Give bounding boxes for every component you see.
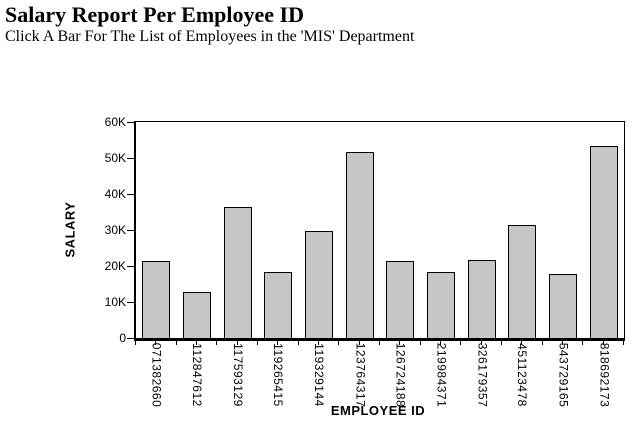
bar-543729165[interactable] — [549, 274, 577, 338]
x-axis-tick — [237, 340, 238, 345]
y-axis-tick — [127, 158, 134, 159]
plot-area — [134, 121, 625, 341]
y-axis-tick — [127, 194, 134, 195]
x-axis-tick — [562, 340, 563, 345]
bar-126724188[interactable] — [386, 261, 414, 338]
y-tick-label: 40K — [104, 187, 126, 201]
bar-071382660[interactable] — [142, 261, 170, 338]
x-axis-tick — [582, 340, 583, 345]
y-tick-label: 0 — [119, 331, 126, 345]
x-axis-tick — [257, 340, 258, 345]
x-axis-tick — [216, 340, 217, 345]
x-tick-label: 112847612 — [190, 343, 204, 407]
y-tick-label: 20K — [104, 259, 126, 273]
x-axis-tick — [196, 340, 197, 345]
y-tick-label: 10K — [104, 295, 126, 309]
x-axis-tick — [155, 340, 156, 345]
x-tick-label: 326179357 — [475, 342, 490, 408]
x-axis-tick — [298, 340, 299, 345]
x-axis-tick — [338, 340, 339, 345]
x-axis-tick — [399, 340, 400, 345]
x-tick-label: 126724188 — [393, 342, 408, 408]
y-tick-label: 50K — [104, 151, 126, 165]
x-tick-label: 119265415 — [271, 343, 285, 407]
page-subtitle: Click A Bar For The List of Employees in… — [5, 28, 415, 45]
y-tick-label: 60K — [104, 115, 126, 129]
bar-818692173[interactable] — [590, 146, 618, 338]
x-axis-tick — [542, 340, 543, 345]
x-axis-tick — [623, 340, 624, 345]
bar-117593129[interactable] — [224, 207, 252, 338]
bar-326179357[interactable] — [468, 260, 496, 338]
bar-112847612[interactable] — [183, 292, 211, 338]
x-tick-label: 543729165 — [556, 342, 571, 408]
bar-451123478[interactable] — [508, 225, 536, 338]
y-axis-tick — [127, 302, 134, 303]
x-tick-label-wrap: 818692173 — [574, 342, 634, 408]
x-axis-tick — [521, 340, 522, 345]
page-title: Salary Report Per Employee ID — [5, 2, 304, 27]
y-tick-label: 30K — [104, 223, 126, 237]
x-axis-tick — [440, 340, 441, 345]
x-axis-tick — [501, 340, 502, 345]
x-axis-tick — [176, 340, 177, 345]
x-axis-tick — [481, 340, 482, 345]
x-tick-label: 451123478 — [515, 343, 529, 407]
x-axis-tick — [460, 340, 461, 345]
x-axis-tick — [420, 340, 421, 345]
bar-219984371[interactable] — [427, 272, 455, 338]
y-axis-tick — [127, 338, 134, 339]
bar-119329144[interactable] — [305, 231, 333, 338]
x-axis-tick — [318, 340, 319, 345]
x-tick-label: 818692173 — [597, 342, 612, 408]
x-tick-label: 219984371 — [434, 342, 449, 408]
x-axis-tick — [135, 340, 136, 345]
x-tick-label: 119329144 — [312, 343, 326, 407]
x-tick-label: 123764317 — [353, 342, 368, 408]
x-axis-tick — [359, 340, 360, 345]
x-axis-tick — [277, 340, 278, 345]
x-tick-label: 117593129 — [231, 343, 245, 407]
y-axis-tick — [127, 122, 134, 123]
x-axis-tick — [603, 340, 604, 345]
y-axis-tick — [127, 230, 134, 231]
x-tick-label: 071382660 — [149, 342, 164, 408]
y-axis-tick — [127, 266, 134, 267]
y-axis-title-wrap: SALARY — [58, 121, 82, 337]
x-axis-tick — [379, 340, 380, 345]
bar-123764317[interactable] — [346, 152, 374, 338]
x-axis-title: EMPLOYEE ID — [330, 403, 426, 418]
bar-119265415[interactable] — [264, 272, 292, 338]
y-axis-title: SALARY — [62, 201, 78, 257]
